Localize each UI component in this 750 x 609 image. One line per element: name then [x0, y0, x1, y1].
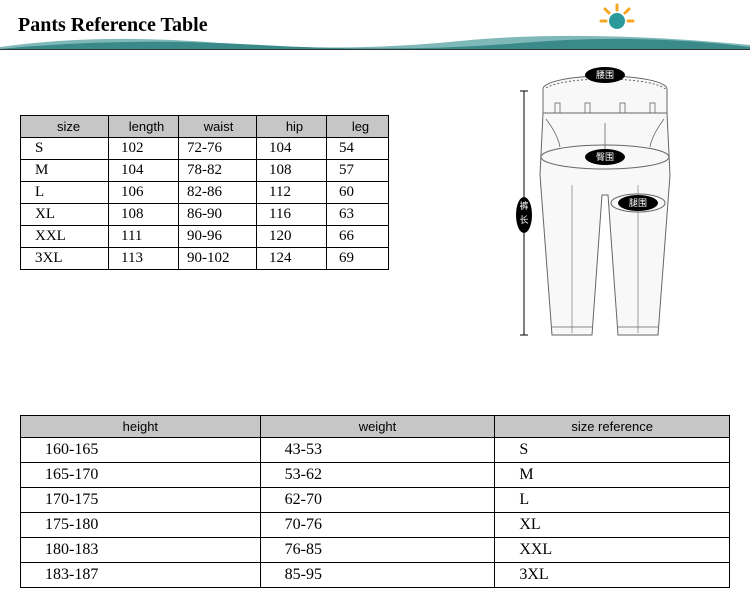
cell: L: [21, 182, 109, 204]
cell: 70-76: [260, 513, 495, 538]
table-row: L10682-8611260: [21, 182, 389, 204]
sun-icon: [599, 3, 635, 39]
table-header-row: height weight size reference: [21, 416, 730, 438]
table-row: 180-18376-85XXL: [21, 538, 730, 563]
col-weight: weight: [260, 416, 495, 438]
cell: 104: [257, 138, 327, 160]
cell: 112: [257, 182, 327, 204]
cell: 86-90: [179, 204, 257, 226]
cell: 62-70: [260, 488, 495, 513]
page-title: Pants Reference Table: [18, 14, 208, 37]
header: Pants Reference Table: [0, 0, 750, 50]
cell: L: [495, 488, 730, 513]
cell: 183-187: [21, 563, 261, 588]
col-height: height: [21, 416, 261, 438]
table-header-row: size length waist hip leg: [21, 116, 389, 138]
cell: 63: [327, 204, 389, 226]
cell: 54: [327, 138, 389, 160]
cell: 120: [257, 226, 327, 248]
reference-table: height weight size reference 160-16543-5…: [20, 415, 730, 588]
cell: 108: [257, 160, 327, 182]
cell: 113: [109, 248, 179, 270]
cell: 108: [109, 204, 179, 226]
cell: XL: [495, 513, 730, 538]
table-row: 160-16543-53S: [21, 438, 730, 463]
table-row: 183-18785-953XL: [21, 563, 730, 588]
cell: 82-86: [179, 182, 257, 204]
svg-text:腰围: 腰围: [596, 70, 614, 80]
svg-text:裤: 裤: [519, 200, 528, 211]
cell: 165-170: [21, 463, 261, 488]
col-hip: hip: [257, 116, 327, 138]
table-row: S10272-7610454: [21, 138, 389, 160]
cell: XL: [21, 204, 109, 226]
cell: 180-183: [21, 538, 261, 563]
table-row: 3XL11390-10212469: [21, 248, 389, 270]
cell: 76-85: [260, 538, 495, 563]
cell: 85-95: [260, 563, 495, 588]
cell: XXL: [495, 538, 730, 563]
cell: S: [21, 138, 109, 160]
cell: 78-82: [179, 160, 257, 182]
cell: 57: [327, 160, 389, 182]
cell: 43-53: [260, 438, 495, 463]
table-row: 170-17562-70L: [21, 488, 730, 513]
cell: S: [495, 438, 730, 463]
hip-label: 臀围: [585, 149, 625, 165]
cell: 60: [327, 182, 389, 204]
col-waist: waist: [179, 116, 257, 138]
cell: 90-96: [179, 226, 257, 248]
cell: 116: [257, 204, 327, 226]
col-size-ref: size reference: [495, 416, 730, 438]
cell: 160-165: [21, 438, 261, 463]
pants-diagram: 腰围 臀围 腿围 裤 长: [510, 65, 700, 355]
cell: 3XL: [21, 248, 109, 270]
cell: 106: [109, 182, 179, 204]
cell: 175-180: [21, 513, 261, 538]
thigh-label: 腿围: [618, 195, 658, 211]
waist-label: 腰围: [585, 67, 625, 83]
cell: 102: [109, 138, 179, 160]
table-row: 175-18070-76XL: [21, 513, 730, 538]
cell: XXL: [21, 226, 109, 248]
cell: 90-102: [179, 248, 257, 270]
table-row: M10478-8210857: [21, 160, 389, 182]
size-table: size length waist hip leg S10272-7610454…: [20, 115, 389, 270]
cell: M: [495, 463, 730, 488]
svg-text:腿围: 腿围: [629, 198, 647, 208]
table-row: XXL11190-9612066: [21, 226, 389, 248]
table-row: XL10886-9011663: [21, 204, 389, 226]
cell: 72-76: [179, 138, 257, 160]
cell: 124: [257, 248, 327, 270]
cell: 104: [109, 160, 179, 182]
col-leg: leg: [327, 116, 389, 138]
cell: M: [21, 160, 109, 182]
col-size: size: [21, 116, 109, 138]
svg-text:臀围: 臀围: [596, 152, 614, 162]
table-row: 165-17053-62M: [21, 463, 730, 488]
col-length: length: [109, 116, 179, 138]
cell: 53-62: [260, 463, 495, 488]
length-label: 裤 长: [516, 197, 532, 233]
cell: 66: [327, 226, 389, 248]
cell: 3XL: [495, 563, 730, 588]
svg-text:长: 长: [519, 214, 528, 225]
cell: 111: [109, 226, 179, 248]
cell: 170-175: [21, 488, 261, 513]
cell: 69: [327, 248, 389, 270]
